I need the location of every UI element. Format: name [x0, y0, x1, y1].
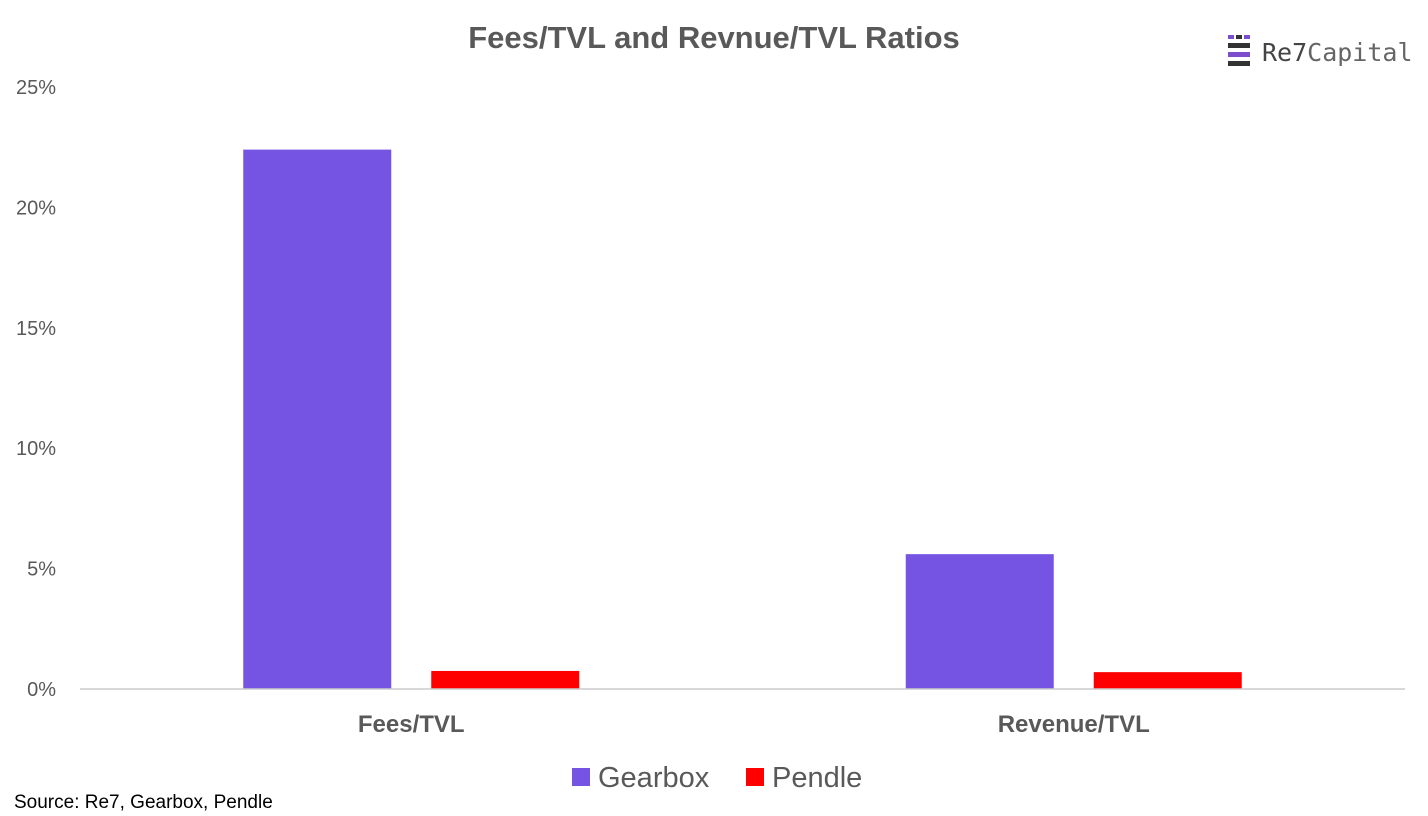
svg-text:Re7Capital: Re7Capital	[1262, 38, 1413, 67]
legend-label-pendle: Pendle	[772, 762, 862, 794]
y-tick-label: 25%	[16, 77, 56, 99]
x-category-label: Fees/TVL	[358, 711, 465, 738]
bars-group	[243, 149, 1242, 689]
y-tick-label: 15%	[16, 318, 56, 340]
y-tick-label: 20%	[16, 197, 56, 219]
y-axis-ticks: 0% 5% 10% 15% 20% 25%	[16, 77, 56, 701]
re7-logo-icon	[1228, 35, 1250, 66]
bar-pendle-revenue-tvl	[1093, 672, 1242, 689]
y-tick-label: 0%	[27, 679, 56, 701]
logo-text-re7: Re7	[1262, 38, 1307, 67]
bar-gearbox-revenue-tvl	[905, 554, 1054, 689]
x-category-label: Revenue/TVL	[998, 711, 1150, 738]
x-axis-labels: Fees/TVL Revenue/TVL	[358, 711, 1150, 738]
source-note: Source: Re7, Gearbox, Pendle	[14, 792, 273, 813]
legend-swatch-pendle	[746, 768, 764, 786]
legend: Gearbox Pendle	[572, 762, 862, 794]
chart-title: Fees/TVL and Revnue/TVL Ratios	[468, 20, 960, 55]
legend-swatch-gearbox	[572, 768, 590, 786]
bar-pendle-fees-tvl	[431, 670, 580, 689]
logo-text-capital: Capital	[1307, 38, 1412, 67]
y-tick-label: 10%	[16, 438, 56, 460]
bar-gearbox-fees-tvl	[243, 149, 392, 689]
re7-capital-logo: Re7Capital	[1228, 35, 1413, 67]
y-tick-label: 5%	[27, 559, 56, 581]
legend-label-gearbox: Gearbox	[598, 762, 710, 794]
